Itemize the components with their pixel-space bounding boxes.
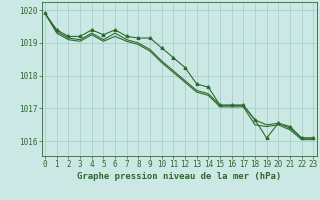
X-axis label: Graphe pression niveau de la mer (hPa): Graphe pression niveau de la mer (hPa) — [77, 172, 281, 181]
